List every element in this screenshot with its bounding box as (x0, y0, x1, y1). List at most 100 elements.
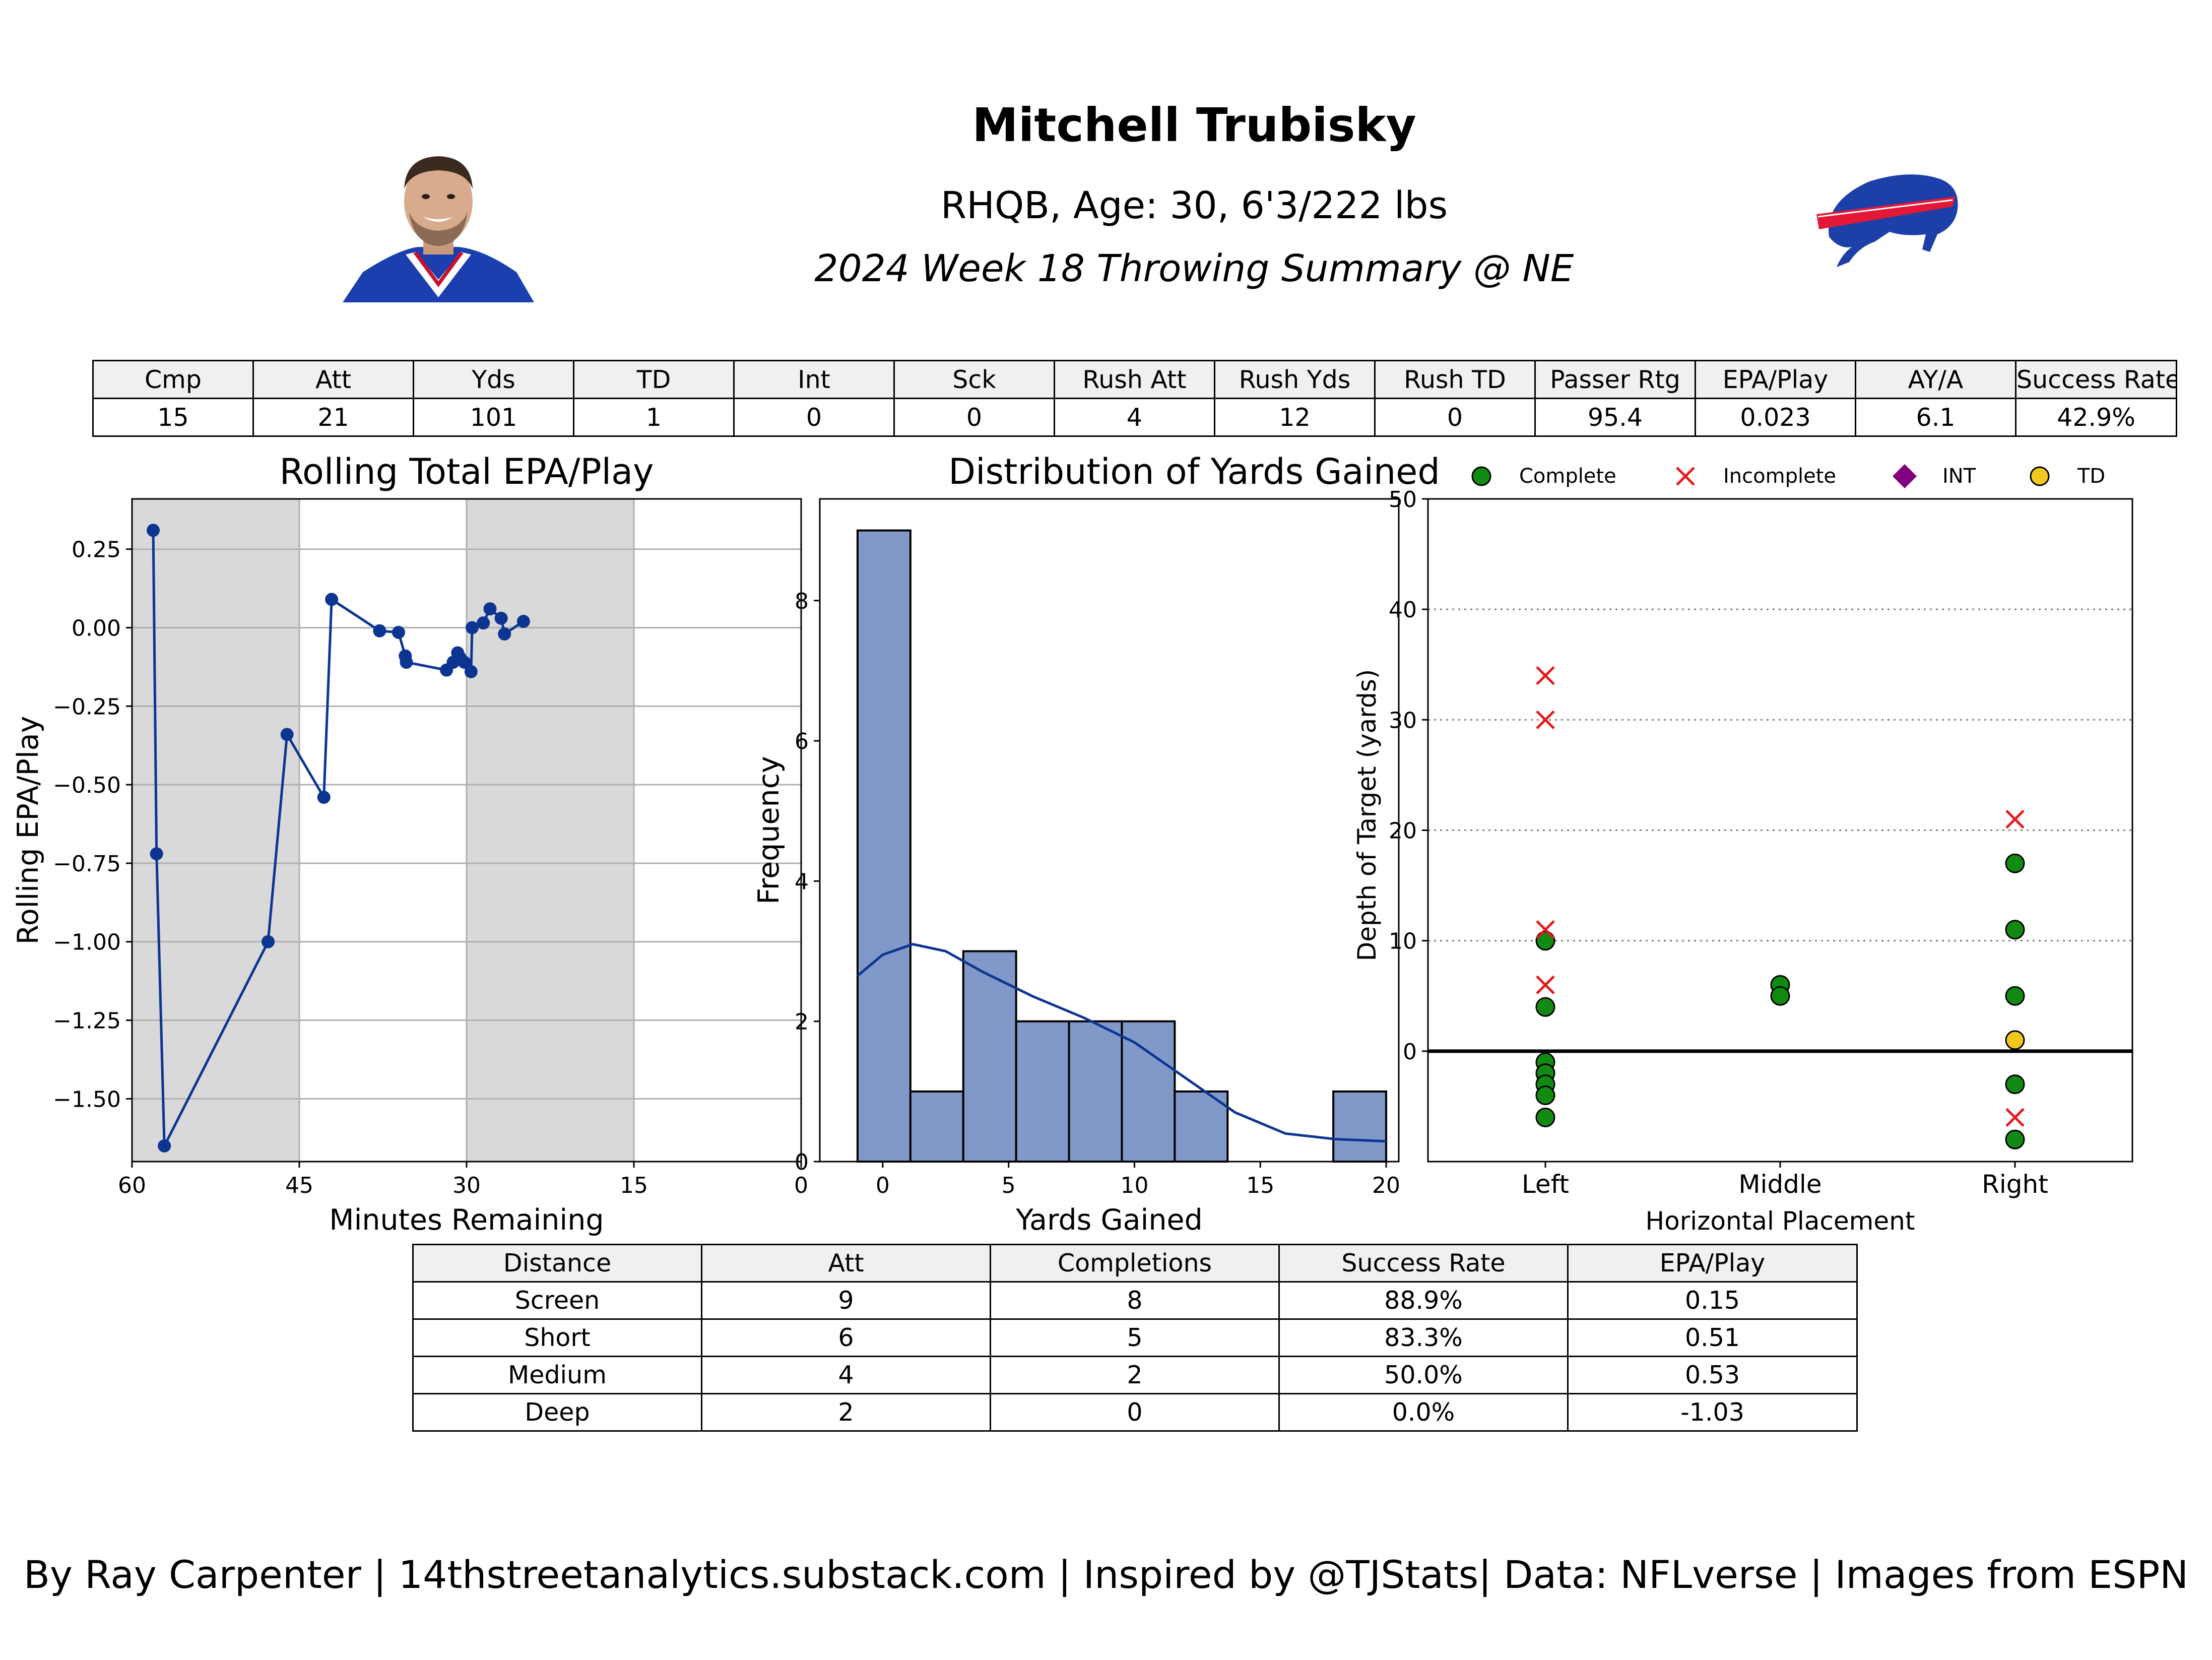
table-cell: 95.4 (1534, 398, 1696, 437)
table-cell: 6.1 (1855, 398, 2016, 437)
epa-point (262, 935, 275, 948)
table-cell: 0.53 (1567, 1356, 1858, 1394)
plot-frame (819, 498, 1400, 1163)
table-cell: 4 (1054, 398, 1215, 437)
y-tick-label: 10 (1389, 929, 1417, 954)
table-cell: Screen (412, 1281, 702, 1320)
table-cell: 15 (92, 398, 254, 437)
player-name: Mitchell Trubisky (972, 98, 1416, 152)
table-header-cell: Yds (413, 360, 574, 399)
table-header-cell: Rush TD (1374, 360, 1536, 399)
table-header-cell: Att (252, 360, 414, 399)
summary-value-row: 15 21 101 1 0 0 4 12 0 95.4 0.023 6.1 42… (92, 398, 2177, 437)
table-cell: 4 (701, 1356, 991, 1394)
table-cell: 0 (733, 398, 895, 437)
y-tick-label: 8 (795, 589, 809, 614)
complete-marker (1535, 1086, 1555, 1105)
histogram-bar (1121, 1020, 1176, 1163)
x-tick-label: Middle (1738, 1170, 1821, 1199)
table-cell: 9 (701, 1281, 991, 1320)
incomplete-marker (2005, 809, 2025, 829)
table-cell: Medium (412, 1356, 702, 1394)
y-tick-label: 40 (1389, 597, 1417, 623)
table-row: Medium 4 2 50.0% 0.53 (412, 1356, 1858, 1394)
table-cell: 0.0% (1278, 1393, 1569, 1432)
incomplete-marker (1536, 920, 1555, 939)
legend-label: Complete (1519, 465, 1616, 488)
table-cell: 50.0% (1278, 1356, 1569, 1394)
epa-point (147, 524, 160, 537)
epa-point (317, 791, 331, 804)
complete-marker (1535, 931, 1555, 951)
histogram-bar (909, 1090, 964, 1163)
table-header-cell: Rush Yds (1214, 360, 1376, 399)
table-header-cell: Rush Att (1054, 360, 1215, 399)
table-header-cell: Cmp (92, 360, 254, 399)
table-cell: 0 (990, 1393, 1280, 1432)
table-cell: 88.9% (1278, 1281, 1569, 1320)
table-cell: 0 (893, 398, 1055, 437)
chart-title: Rolling Total EPA/Play (280, 451, 654, 492)
y-tick-label: 20 (1389, 818, 1417, 844)
x-tick-label: 60 (118, 1173, 146, 1198)
y-tick-label: 6 (795, 729, 809, 754)
table-row: Short 6 5 83.3% 0.51 (412, 1318, 1858, 1357)
legend-label: Incomplete (1723, 465, 1836, 488)
y-tick-label: −1.00 (53, 930, 121, 955)
table-cell: 21 (252, 398, 414, 437)
y-axis-label: Depth of Target (yards) (1352, 669, 1382, 962)
epa-point (400, 656, 413, 669)
histogram-bar (1332, 1090, 1388, 1163)
legend-label: INT (1942, 465, 1976, 488)
table-cell: -1.03 (1567, 1393, 1858, 1432)
legend-marker (1676, 467, 1695, 486)
table-cell: Short (412, 1318, 702, 1357)
table-header-cell: Int (733, 360, 895, 399)
table-cell: 8 (990, 1281, 1280, 1320)
player-headshot-image (343, 156, 534, 302)
y-tick-label: −0.50 (53, 773, 121, 798)
table-header-cell: Success Rate (1278, 1244, 1569, 1283)
x-axis-label: Horizontal Placement (1646, 1206, 1915, 1236)
epa-point (494, 611, 508, 625)
table-cell: 5 (990, 1318, 1280, 1357)
buffalo-bills-logo (1816, 174, 1958, 267)
y-axis-label: Frequency (752, 756, 786, 904)
x-axis-label: Yards Gained (1015, 1203, 1203, 1237)
y-tick-label: −0.75 (53, 851, 121, 877)
incomplete-marker (2005, 1108, 2025, 1127)
quarter-shade (467, 499, 634, 1162)
x-tick-label: 30 (452, 1173, 481, 1198)
game-summary-title: 2024 Week 18 Throwing Summary @ NE (814, 247, 1574, 290)
y-tick-label: 0.25 (72, 537, 121, 563)
epa-point (150, 847, 163, 861)
histogram-bar (1068, 1020, 1123, 1163)
histogram-bar (962, 950, 1017, 1163)
epa-point (325, 593, 339, 606)
complete-marker (1770, 986, 1790, 1006)
table-header-cell: TD (573, 360, 735, 399)
x-tick-label: 0 (794, 1173, 808, 1198)
chart-title: Distribution of Yards Gained (948, 451, 1440, 492)
table-cell: 83.3% (1278, 1318, 1569, 1357)
footer-credit: By Ray Carpenter | 14thstreetanalytics.s… (23, 1552, 2189, 1597)
table-header-cell: Success Rate (2015, 360, 2177, 399)
table-header-cell: EPA/Play (1695, 360, 1856, 399)
x-tick-label: 15 (1246, 1173, 1274, 1198)
table-cell: 0.023 (1695, 398, 1856, 437)
legend-marker (2030, 466, 2050, 486)
epa-point (466, 621, 479, 634)
distance-header-row: Distance Att Completions Success Rate EP… (412, 1244, 1858, 1283)
epa-point (464, 665, 478, 678)
epa-point (280, 728, 294, 741)
table-cell: 0 (1374, 398, 1536, 437)
histogram-bar (1174, 1090, 1229, 1163)
table-row: Deep 2 0 0.0% -1.03 (412, 1393, 1858, 1432)
epa-point (373, 624, 386, 637)
legend-label: TD (2077, 465, 2105, 488)
x-tick-label: 5 (1002, 1173, 1016, 1198)
summary-header-row: Cmp Att Yds TD Int Sck Rush Att Rush Yds… (92, 360, 2177, 399)
epa-point (483, 602, 497, 616)
table-header-cell: Sck (893, 360, 1055, 399)
